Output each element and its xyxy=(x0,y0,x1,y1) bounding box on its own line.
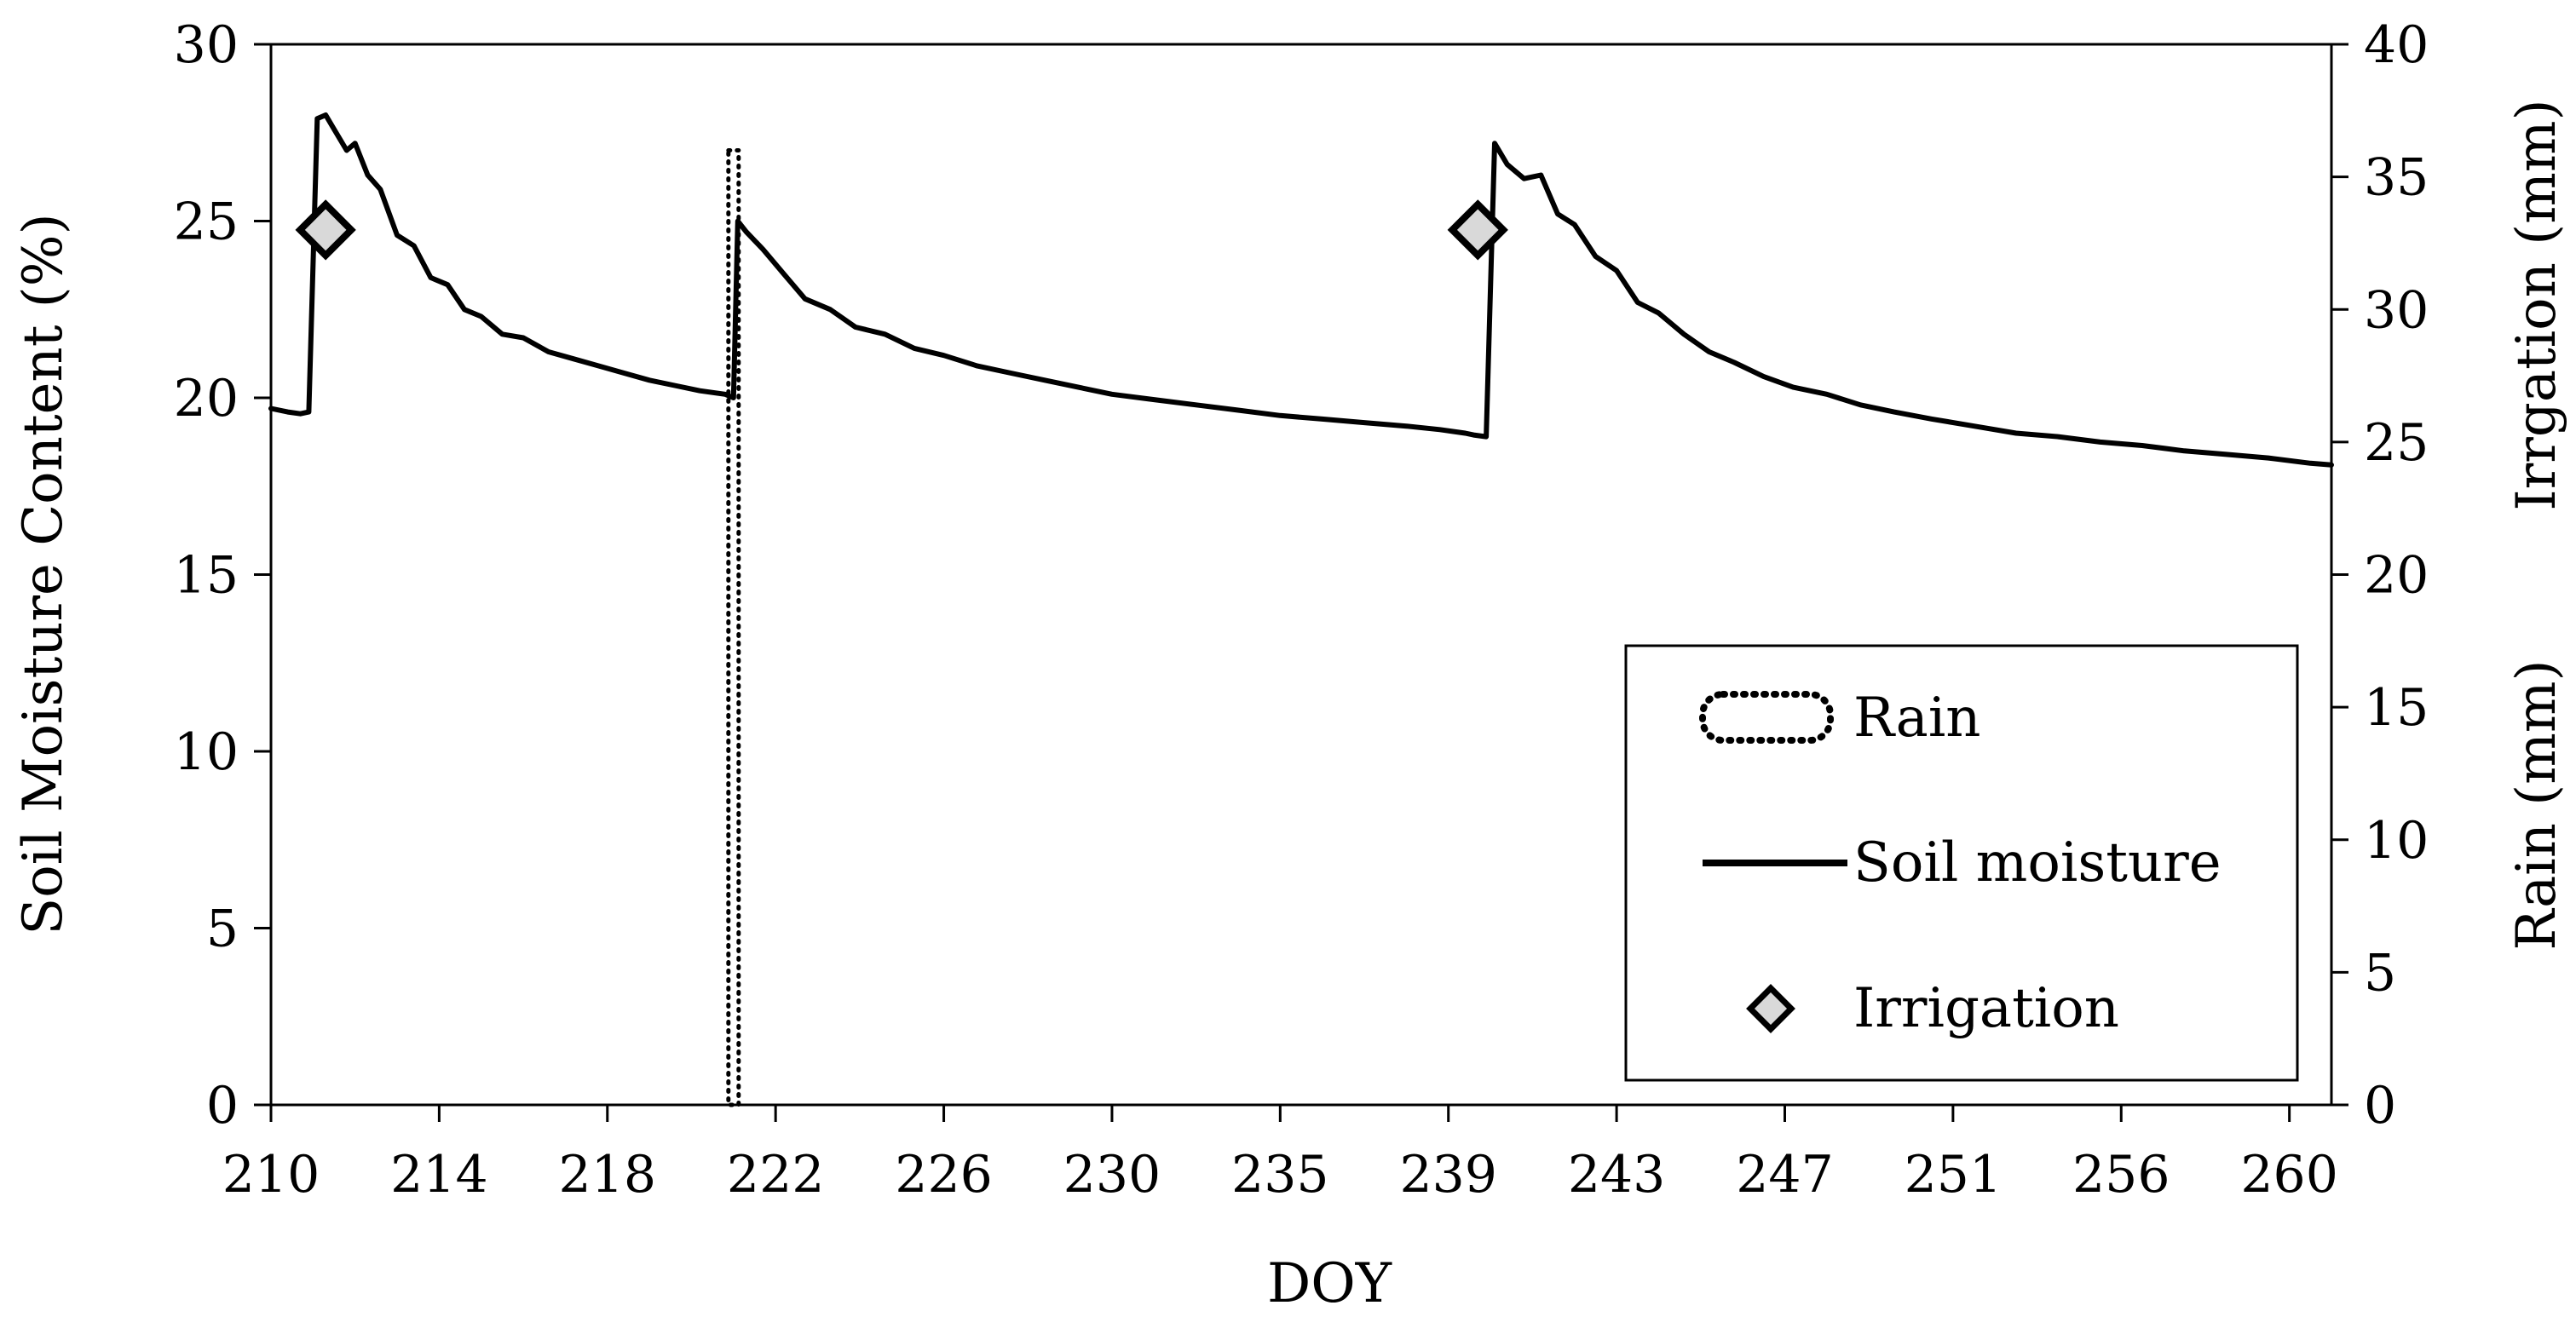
y-right-tick-label: 15 xyxy=(2364,678,2429,738)
x-tick-label: 239 xyxy=(1399,1145,1497,1205)
soil-moisture-line-group xyxy=(268,112,2334,468)
y-left-tick-label: 5 xyxy=(206,900,239,959)
legend: Rain Soil moisture Irrigation xyxy=(1624,644,2299,1082)
x-tick-label: 260 xyxy=(2240,1145,2338,1205)
x-tick-label: 247 xyxy=(1736,1145,1834,1205)
y-right-tick-label: 10 xyxy=(2364,811,2429,871)
y-right-tick-label: 40 xyxy=(2364,15,2429,75)
x-tick-label: 256 xyxy=(2072,1145,2170,1205)
y-axis-right: 0 5 10 15 20 25 30 35 40 xyxy=(2331,15,2429,1136)
y-right-tick-label: 5 xyxy=(2364,943,2396,1003)
y-left-tick-label: 0 xyxy=(206,1076,239,1136)
x-axis: 210 214 218 222 226 230 235 239 243 247 251 256 260 xyxy=(222,1105,2338,1205)
y-left-tick-label: 10 xyxy=(174,722,239,782)
rain-bars xyxy=(726,148,741,1107)
x-tick-label: 235 xyxy=(1231,1145,1329,1205)
irrigation-marker xyxy=(1447,199,1508,261)
x-tick-label: 218 xyxy=(559,1145,657,1205)
y-left-tick-label: 15 xyxy=(174,546,239,606)
x-tick-label: 222 xyxy=(727,1145,825,1205)
y-right-tick-label: 0 xyxy=(2364,1076,2396,1136)
legend-rain-swatch xyxy=(1699,691,1834,744)
legend-soil-moisture-label: Soil moisture xyxy=(1853,831,2222,894)
legend-irrigation-swatch xyxy=(1746,984,1795,1033)
y-right-tick-label: 30 xyxy=(2364,280,2429,340)
y-right-tick-label: 20 xyxy=(2364,546,2429,606)
y-right-tick-label: 25 xyxy=(2364,413,2429,473)
x-tick-label: 214 xyxy=(390,1145,488,1205)
x-tick-label: 226 xyxy=(895,1145,993,1205)
legend-irrigation-label: Irrigation xyxy=(1853,977,2119,1040)
y-left-tick-label: 30 xyxy=(174,15,239,75)
irrigation-marker xyxy=(295,199,356,261)
y-axis-right-title-rain: Rain (mm) xyxy=(2505,659,2568,950)
x-tick-label: 243 xyxy=(1568,1145,1666,1205)
y-axis-right-title-irrigation: Irrgation (mm) xyxy=(2505,99,2568,510)
irrigation-markers xyxy=(295,199,1508,261)
soil-moisture-line xyxy=(268,112,2334,468)
y-axis-left-title: Soil Moisture Content (%) xyxy=(12,213,75,935)
legend-rain-label: Rain xyxy=(1853,687,1981,750)
x-tick-label: 230 xyxy=(1063,1145,1161,1205)
x-tick-label: 251 xyxy=(1905,1145,2003,1205)
rain-bar xyxy=(726,148,741,1107)
y-left-tick-label: 25 xyxy=(174,193,239,252)
y-left-tick-label: 20 xyxy=(174,369,239,428)
x-tick-label: 210 xyxy=(222,1145,320,1205)
y-axis-left: 0 5 10 15 20 25 30 xyxy=(174,15,271,1136)
y-right-tick-label: 35 xyxy=(2364,148,2429,208)
x-axis-title: DOY xyxy=(1267,1252,1392,1315)
